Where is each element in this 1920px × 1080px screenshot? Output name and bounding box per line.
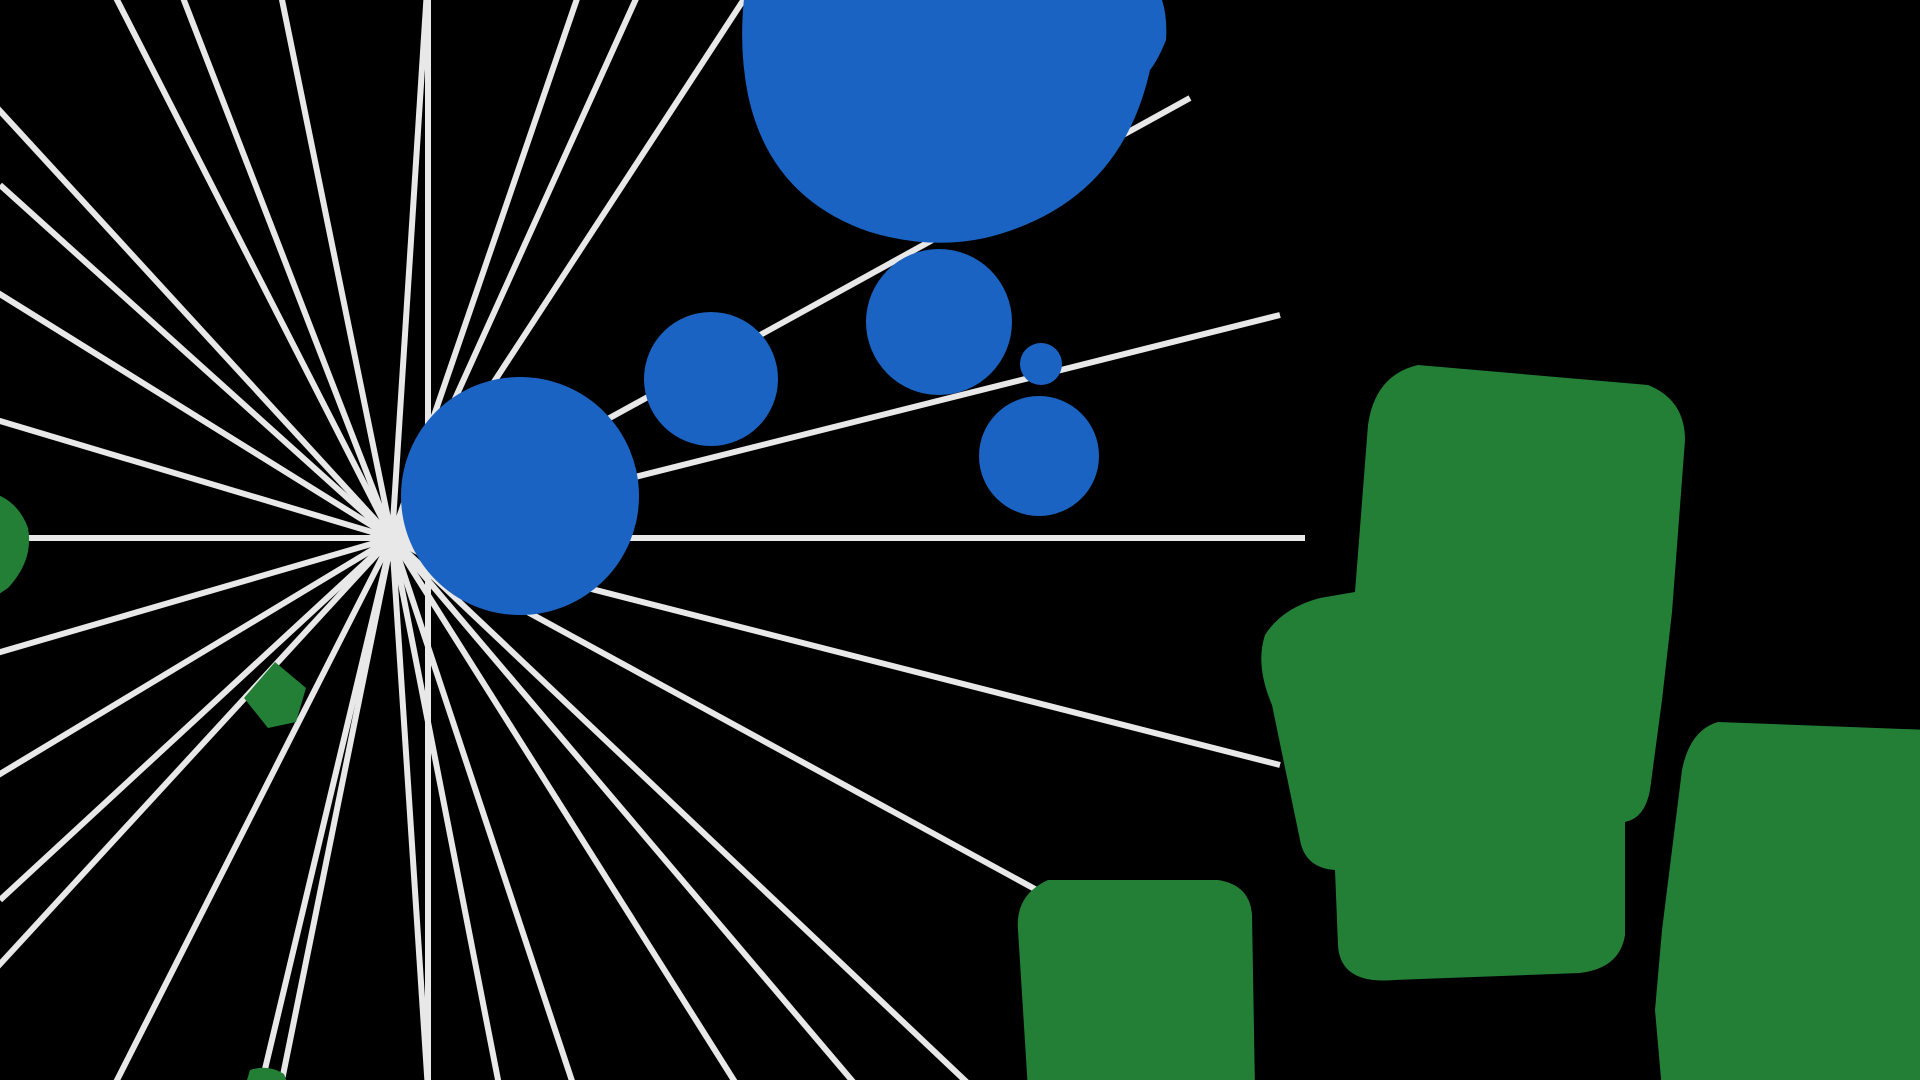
ray: [389, 537, 431, 1080]
ray: [278, 537, 395, 1080]
player-cell-large[interactable]: [742, 0, 1167, 243]
enemy-blobs: [0, 365, 1920, 1080]
ray: [0, 535, 395, 903]
ray: [0, 535, 394, 778]
ray: [389, 536, 856, 1080]
ray: [389, 535, 969, 1080]
enemy-blob-edge[interactable]: [0, 492, 30, 600]
player-cells: [401, 0, 1167, 615]
ray: [113, 536, 395, 1080]
ray: [0, 535, 393, 656]
ray: [0, 106, 395, 541]
player-cell[interactable]: [979, 396, 1099, 516]
player-cell-main[interactable]: [401, 377, 639, 615]
ray: [389, 0, 430, 539]
ray: [0, 535, 395, 969]
enemy-blob[interactable]: [1017, 880, 1255, 1080]
ray: [0, 417, 393, 541]
enemy-blob-large[interactable]: [1261, 365, 1685, 981]
player-cell[interactable]: [866, 249, 1012, 395]
ray: [389, 536, 738, 1080]
player-cell-small[interactable]: [1020, 343, 1062, 385]
ray: [259, 537, 395, 1080]
enemy-blob-small[interactable]: [244, 1067, 290, 1080]
burst-origin: [370, 516, 414, 560]
ray: [0, 182, 395, 541]
enemy-blob-small[interactable]: [244, 662, 306, 728]
ray: [389, 537, 575, 1080]
player-cell[interactable]: [644, 312, 778, 446]
ray: [278, 0, 395, 539]
ray: [180, 0, 395, 540]
ray: [0, 290, 394, 541]
enemy-blob[interactable]: [1655, 722, 1920, 1080]
ray: [113, 0, 395, 540]
ray: [389, 537, 502, 1080]
